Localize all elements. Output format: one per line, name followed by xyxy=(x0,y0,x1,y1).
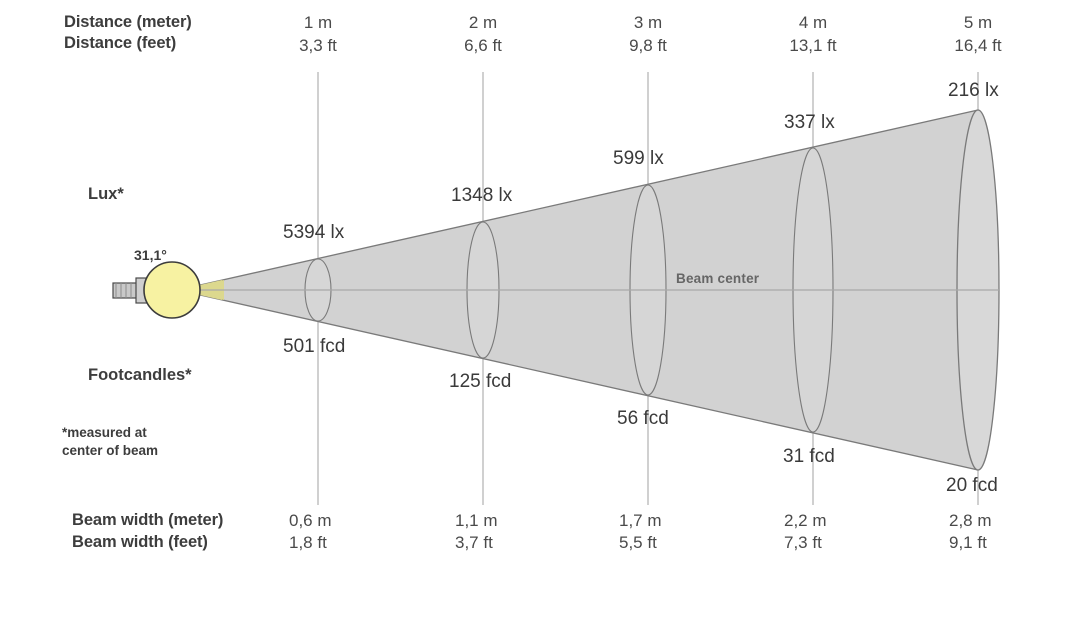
row-label-distance-feet: Distance (feet) xyxy=(64,34,177,52)
lamp-bulb-icon xyxy=(143,261,201,319)
distance-meter-5m: 5 m xyxy=(963,13,993,32)
distance-meter-1m: 1 m xyxy=(303,13,333,32)
distance-feet-4m: 13,1 ft xyxy=(789,36,837,55)
row-label-beam-width-meter: Beam width (meter) xyxy=(72,511,224,529)
lux-value-5m: 216 lx xyxy=(948,80,999,101)
footcandles-value-5m: 20 fcd xyxy=(946,475,998,496)
row-label-distance-meter: Distance (meter) xyxy=(64,13,192,31)
lux-value-1m: 5394 lx xyxy=(283,222,345,243)
distance-feet-5m: 16,4 ft xyxy=(954,36,1002,55)
distance-feet-1m: 3,3 ft xyxy=(299,36,337,55)
footcandles-value-2m: 125 fcd xyxy=(449,371,512,392)
lux-value-3m: 599 lx xyxy=(613,148,664,169)
beam-width-meter-1m: 0,6 m xyxy=(289,511,332,530)
beam-width-feet-2m: 3,7 ft xyxy=(455,533,493,552)
lux-section-label: Lux* xyxy=(88,185,124,203)
footcandles-section-label: Footcandles* xyxy=(88,366,192,384)
distance-meter-4m: 4 m xyxy=(798,13,828,32)
footnote-line-1: *measured at xyxy=(62,425,147,440)
beam-width-meter-4m: 2,2 m xyxy=(784,511,827,530)
beam-width-feet-4m: 7,3 ft xyxy=(784,533,822,552)
row-label-beam-width-feet: Beam width (feet) xyxy=(72,533,208,551)
footcandles-value-3m: 56 fcd xyxy=(617,408,669,429)
beam-width-meter-3m: 1,7 m xyxy=(619,511,662,530)
beam-center-label: Beam center xyxy=(676,271,760,286)
beam-width-meter-5m: 2,8 m xyxy=(949,511,992,530)
beam-angle-label: 31,1° xyxy=(134,247,167,263)
beam-width-meter-2m: 1,1 m xyxy=(455,511,498,530)
footnote-line-2: center of beam xyxy=(62,443,159,458)
distance-feet-3m: 9,8 ft xyxy=(629,36,667,55)
beam-width-feet-3m: 5,5 ft xyxy=(619,533,657,552)
footcandles-value-4m: 31 fcd xyxy=(783,446,835,467)
lux-value-2m: 1348 lx xyxy=(451,185,513,206)
distance-meter-2m: 2 m xyxy=(468,13,498,32)
footcandles-value-1m: 501 fcd xyxy=(283,336,346,357)
distance-feet-2m: 6,6 ft xyxy=(464,36,502,55)
beam-width-feet-5m: 9,1 ft xyxy=(949,533,987,552)
distance-meter-3m: 3 m xyxy=(633,13,663,32)
lux-value-4m: 337 lx xyxy=(784,112,835,133)
beam-width-feet-1m: 1,8 ft xyxy=(289,533,327,552)
